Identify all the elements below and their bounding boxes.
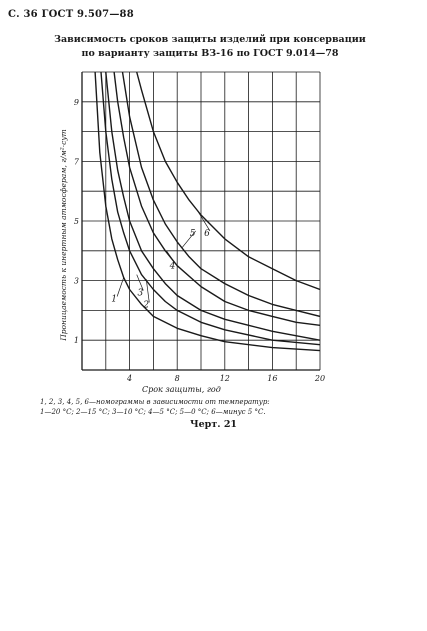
page-header: С. 36 ГОСТ 9.507—88 — [8, 9, 134, 20]
curve-3 — [105, 72, 320, 341]
caption-line-2: 1—20 °С; 2—15 °С; 3—10 °С; 4—5 °С; 5—0 °… — [40, 408, 266, 416]
curve-label-2: 2 — [142, 300, 149, 310]
curve-layer — [94, 72, 320, 352]
y-axis-label: Проницаемость к инертным атмосферам, г/м… — [59, 129, 68, 342]
curve-label-leader — [145, 279, 150, 303]
y-tick-label: 3 — [74, 277, 79, 286]
curve-label-3: 3 — [137, 289, 143, 299]
chart-number: Черт. 21 — [189, 419, 238, 430]
label-layer: 1 23 4 5 6 — [111, 210, 211, 310]
curve-1 — [94, 72, 320, 352]
x-tick-label: 20 — [314, 374, 325, 383]
y-tick-label: 7 — [74, 157, 80, 166]
curve-label-leader — [116, 277, 124, 297]
curve-label-1: 1 — [111, 294, 117, 304]
x-tick-label: 16 — [267, 374, 277, 383]
chart-title-line-2: по варианту защиты ВЗ-16 по ГОСТ 9.014—7… — [81, 48, 339, 59]
curve-label-leader — [197, 210, 211, 232]
caption-line-1: 1, 2, 3, 4, 5, 6—номограммы в зависимост… — [40, 398, 270, 406]
curve-5 — [121, 72, 320, 318]
x-tick-label: 4 — [126, 374, 132, 383]
curve-label-leader — [136, 274, 144, 291]
curve-2 — [100, 72, 320, 346]
x-tick-label: 8 — [175, 374, 180, 383]
chart-title-line-1: Зависимость сроков защиты изделий при ко… — [54, 34, 366, 45]
curve-4 — [113, 72, 320, 326]
curve-label-6: 6 — [204, 229, 210, 239]
y-tick-label: 9 — [74, 98, 79, 107]
y-tick-label: 1 — [74, 336, 79, 345]
y-tick-label: 5 — [74, 217, 79, 226]
x-axis-label: Срок защиты, год — [142, 385, 221, 394]
x-tick-label: 12 — [220, 374, 230, 383]
curve-6 — [136, 72, 320, 291]
curve-label-leader — [166, 250, 176, 264]
curve-label-leader — [181, 230, 196, 249]
curve-label-4: 4 — [169, 262, 176, 272]
curve-label-5: 5 — [190, 229, 196, 239]
grid-layer — [82, 72, 320, 370]
